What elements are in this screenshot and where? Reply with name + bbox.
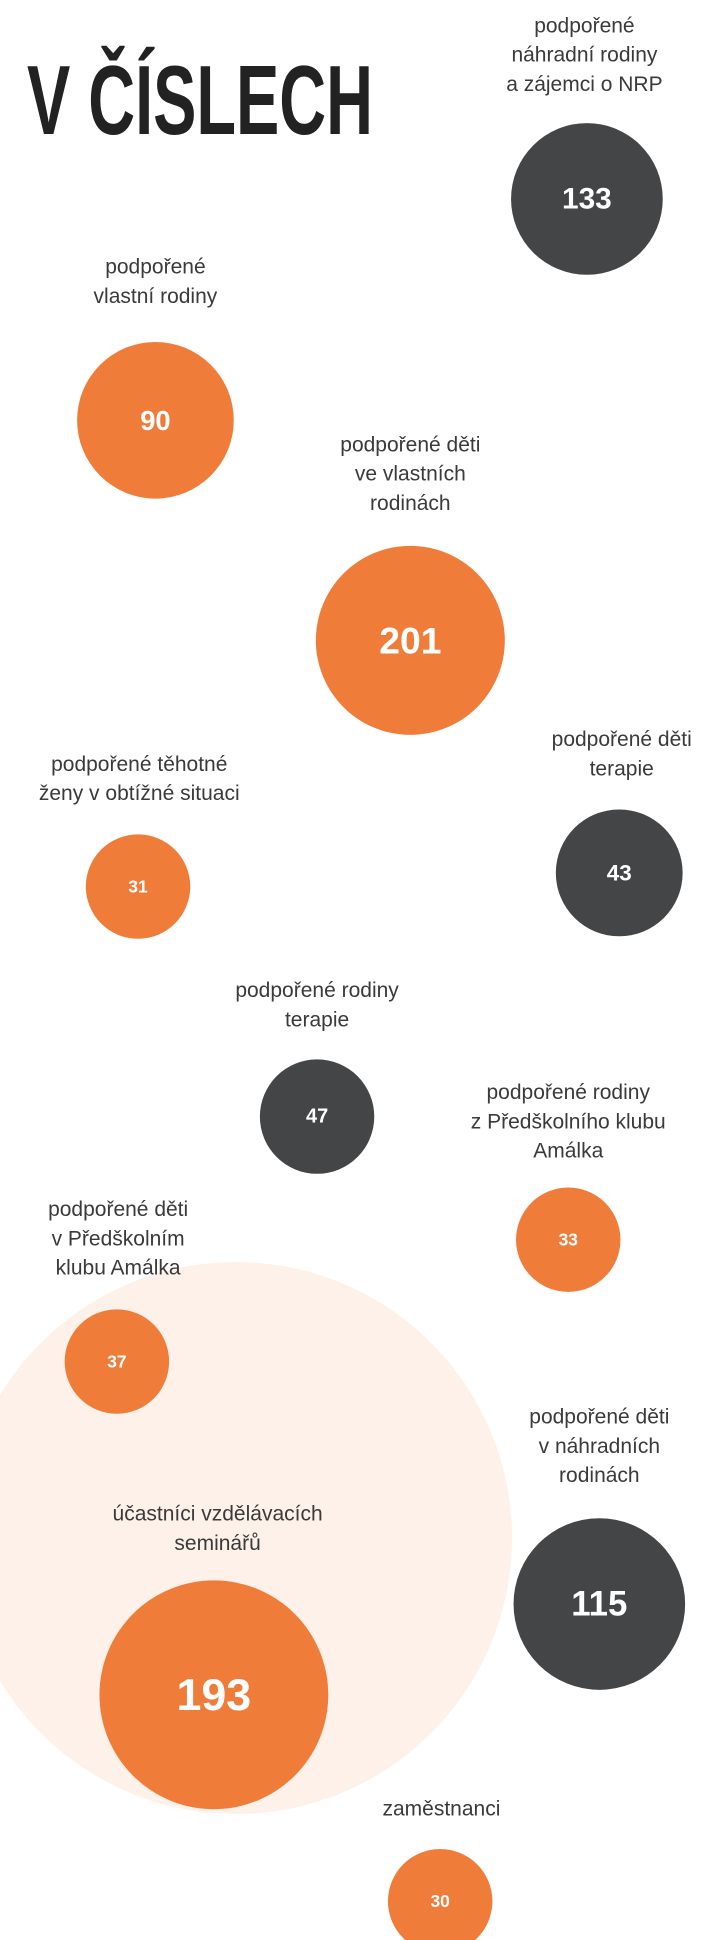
item-label: zaměstnanci [382, 1797, 500, 1820]
item-value: 133 [562, 182, 612, 215]
item-label: podpořené [105, 256, 205, 279]
item-label: podpořené děti [340, 433, 480, 456]
title: V ČÍSLECH [27, 45, 373, 155]
item-value: 30 [431, 1891, 450, 1911]
item-label: podpořené těhotné [51, 753, 227, 776]
item-value: 47 [306, 1106, 328, 1128]
item-label: účastníci vzdělávacích [113, 1503, 323, 1526]
item-label: seminářů [174, 1532, 260, 1555]
item-value: 193 [177, 1670, 252, 1720]
item-label: podpořené děti [48, 1198, 188, 1221]
item-label: v Předškolním [52, 1227, 185, 1250]
bubble [511, 123, 663, 275]
item-label: podpořené děti [529, 1406, 669, 1429]
item-label: klubu Amálka [56, 1257, 181, 1280]
bubble [64, 1309, 170, 1414]
item-value: 90 [140, 405, 170, 436]
bubble [99, 1580, 329, 1810]
bubble [85, 834, 191, 939]
bubble [516, 1187, 621, 1292]
item-label: podpořené [534, 14, 634, 37]
item-value: 37 [107, 1352, 126, 1372]
item-value: 201 [379, 619, 441, 661]
bubble [555, 809, 683, 937]
item-label: Amálka [533, 1140, 603, 1163]
item-label: podpořené děti [552, 728, 692, 751]
item-label: terapie [590, 757, 654, 780]
item-label: náhradní rodiny [511, 44, 657, 67]
bubble [513, 1518, 686, 1690]
item-label: rodinách [559, 1464, 640, 1487]
item-label: terapie [285, 1008, 349, 1031]
item-label: podpořené rodiny [235, 979, 399, 1002]
item-label: v náhradních [539, 1435, 660, 1458]
bubble [315, 545, 505, 735]
item-label: podpořené rodiny [487, 1081, 651, 1104]
item-label: ženy v obtížné situaci [39, 782, 240, 805]
item-label: ve vlastních [355, 463, 466, 486]
item-label: a zájemci o NRP [506, 73, 662, 96]
bubble [387, 1848, 493, 1940]
item-value: 115 [571, 1585, 627, 1624]
bubble [77, 341, 234, 499]
item-value: 33 [559, 1230, 579, 1250]
item-label: rodinách [370, 492, 451, 515]
item-value: 43 [607, 860, 632, 885]
item-label: z Předškolního klubu [471, 1110, 666, 1133]
bubble [259, 1059, 375, 1174]
item-value: 31 [128, 877, 148, 897]
item-label: vlastní rodiny [94, 285, 218, 308]
